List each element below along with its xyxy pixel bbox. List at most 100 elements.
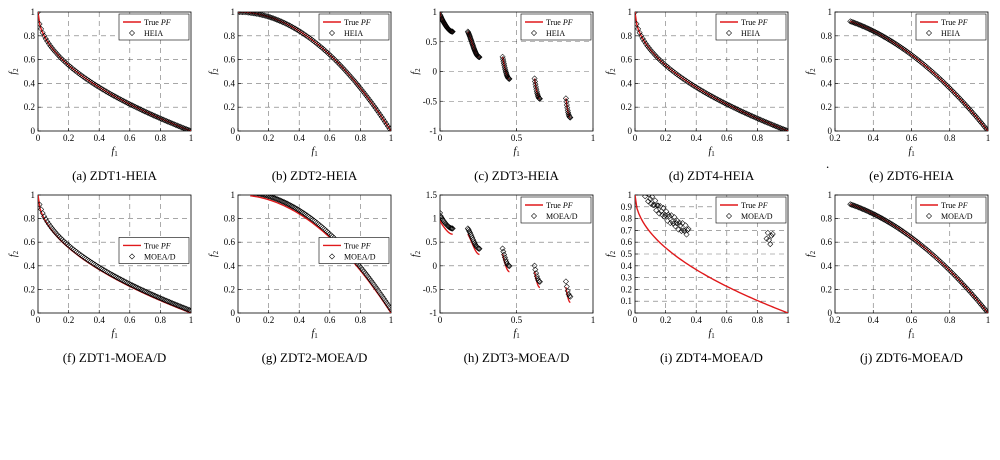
data-point-marker (157, 295, 164, 302)
data-point-marker (124, 100, 131, 107)
data-point-marker (901, 229, 908, 236)
panel-caption: (a) ZDT1-HEIA (72, 168, 157, 183)
data-point-marker (501, 251, 508, 258)
plot-frame (634, 11, 789, 132)
data-point-marker (467, 229, 474, 236)
data-point-marker (644, 42, 651, 49)
data-point-marker (868, 209, 875, 216)
data-point-marker (880, 216, 887, 223)
y-axis-label: f2 (605, 250, 617, 257)
data-point-marker (533, 273, 540, 280)
data-point-marker (363, 272, 370, 279)
y-axis-label: f2 (410, 68, 422, 75)
data-point-marker (282, 20, 289, 27)
data-point-marker (239, 12, 246, 16)
data-point-marker (115, 95, 122, 102)
data-point-marker (254, 195, 257, 197)
data-point-marker (877, 214, 884, 221)
data-point-marker (746, 111, 753, 118)
data-point-marker (89, 79, 96, 86)
x-tick-label: 0.8 (944, 315, 956, 325)
data-point-marker (724, 101, 731, 108)
x-tick-label: 0.2 (660, 315, 671, 325)
true-pf-line (440, 218, 453, 235)
x-tick-label: 0 (36, 315, 41, 325)
data-point-marker (120, 277, 126, 284)
data-point-marker (281, 199, 288, 206)
data-point-marker (381, 118, 388, 125)
data-point-marker (866, 209, 873, 216)
data-point-marker (155, 114, 162, 121)
data-point-marker (161, 297, 168, 304)
data-point-marker (82, 75, 89, 82)
y-tick-label: -0.5 (423, 96, 438, 106)
data-point-marker (536, 95, 543, 102)
x-tick-label: 0.2 (829, 133, 840, 143)
data-point-marker (129, 102, 136, 109)
data-point-marker (566, 112, 573, 119)
data-point-marker (783, 127, 788, 131)
x-tick-label: 0 (633, 133, 638, 143)
data-point-marker (41, 213, 48, 220)
y-tick-label: 1 (828, 7, 833, 17)
y-tick-label: 0.4 (621, 261, 633, 271)
data-point-marker (238, 12, 243, 16)
data-point-marker (448, 225, 455, 232)
data-point-marker (503, 70, 510, 77)
data-point-marker (270, 15, 277, 22)
y-tick-label: 0.8 (821, 214, 833, 224)
data-point-marker (147, 290, 154, 297)
y-tick-label: 0 (628, 308, 633, 318)
data-point-marker (681, 227, 688, 234)
data-point-marker (532, 78, 538, 85)
data-point-marker (729, 103, 736, 110)
data-point-marker (275, 17, 282, 24)
x-axis-label-sub: 1 (516, 150, 520, 158)
y-axis-label: f2 (8, 68, 20, 75)
data-point-marker (167, 299, 174, 306)
data-point-marker (734, 106, 740, 113)
legend-box: True PF HEIA (520, 13, 592, 41)
legend-marker-swatch (531, 213, 537, 219)
plot-frame (237, 11, 392, 132)
data-point-marker (741, 109, 748, 116)
x-tick-label: 0.4 (868, 133, 880, 143)
data-point-marker (385, 302, 391, 309)
data-point-marker (890, 222, 897, 229)
data-point-marker (271, 195, 278, 202)
data-point-marker (238, 12, 245, 16)
legend-box: True PF MOEA/D (520, 196, 592, 224)
data-point-marker (669, 218, 676, 225)
data-point-marker (296, 28, 303, 35)
data-point-marker (299, 30, 306, 37)
data-point-marker (884, 218, 891, 225)
data-point-marker (449, 225, 456, 232)
data-point-marker (649, 195, 656, 200)
data-point-marker (380, 295, 387, 302)
data-point-marker (303, 32, 309, 39)
data-point-marker (92, 261, 99, 268)
legend-box: True PF MOEA/D (318, 237, 390, 264)
data-point-marker (166, 298, 173, 305)
data-point-marker (158, 115, 165, 122)
data-point-marker (264, 13, 271, 20)
data-point-marker (372, 105, 379, 112)
data-point-marker (261, 12, 268, 19)
data-point-marker (889, 38, 896, 45)
y-axis-label: f2 (605, 68, 617, 75)
data-point-marker (174, 302, 181, 309)
data-point-marker (76, 71, 83, 78)
plot-frame (237, 194, 392, 314)
data-point-marker (95, 263, 102, 270)
true-pf-line (635, 195, 788, 313)
data-point-marker (894, 42, 901, 49)
data-point-marker (178, 304, 185, 310)
y-tick-label: 0.8 (224, 214, 236, 224)
data-point-marker (358, 86, 365, 93)
data-point-marker (87, 78, 94, 85)
data-point-marker (278, 18, 285, 25)
data-point-marker (42, 35, 49, 42)
data-point-marker (645, 44, 652, 51)
data-point-marker (360, 88, 367, 95)
data-point-marker (377, 111, 384, 118)
